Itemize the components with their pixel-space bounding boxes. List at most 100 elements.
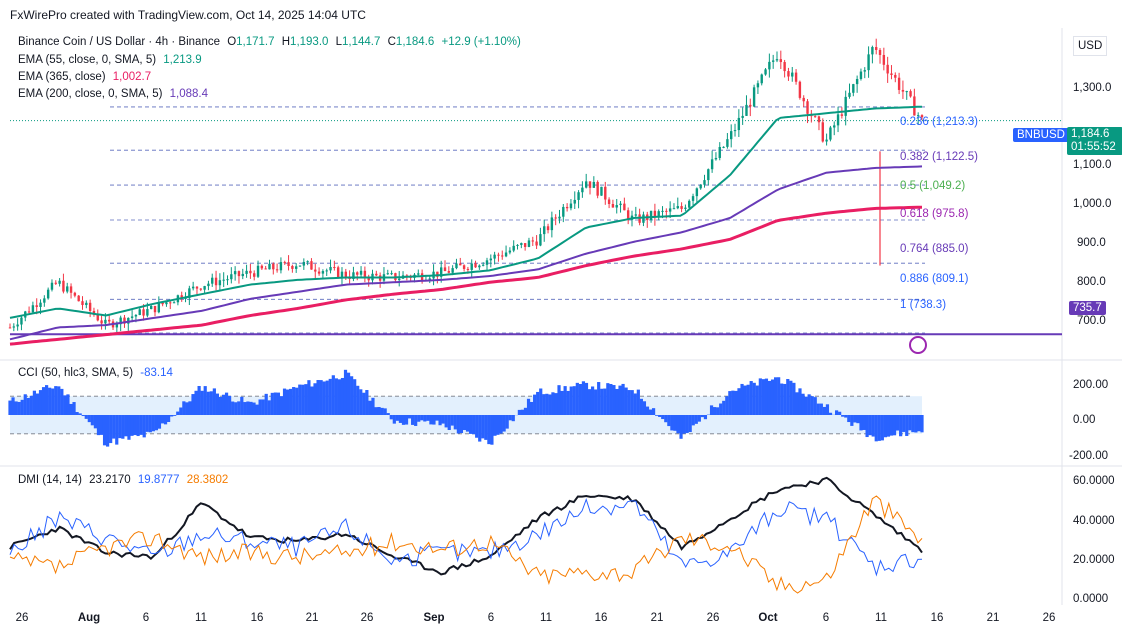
x-axis-label: 16 <box>250 612 264 624</box>
candle-body <box>684 207 687 209</box>
cci-bar <box>203 386 207 415</box>
candle-body <box>890 73 893 75</box>
cci-bar <box>261 399 265 415</box>
candle-body <box>771 60 775 62</box>
cci-bar <box>676 415 680 434</box>
cci-bar <box>142 415 146 438</box>
cci-bar <box>508 415 512 421</box>
fib-label: 0.5 (1,049.2) <box>900 180 966 192</box>
ema200-legend[interactable]: EMA (200, close, 0, SMA, 5) 1,088.4 <box>18 88 208 100</box>
candle-body <box>504 252 508 257</box>
cci-bar <box>45 385 49 415</box>
cci-bar <box>322 381 326 415</box>
candle-body <box>138 309 141 315</box>
last-price: 1,184.6 <box>1071 128 1110 140</box>
cci-bar <box>346 372 351 415</box>
cci-bar <box>618 385 622 415</box>
x-axis-label: 11 <box>875 612 887 624</box>
cci-bar <box>157 415 162 429</box>
adx-line <box>9 476 923 576</box>
ema55-legend[interactable]: EMA (55, close, 0, SMA, 5) 1,213.9 <box>18 54 202 66</box>
cci-bar <box>69 403 73 415</box>
currency-button[interactable]: USD <box>1073 36 1108 56</box>
cci-bar <box>682 415 686 434</box>
cci-bar <box>505 415 509 429</box>
cci-bar <box>32 390 37 415</box>
symbol-legend[interactable]: Binance Coin / US Dollar · 4h · Binance … <box>18 36 525 48</box>
cci-bar <box>121 415 125 439</box>
cci-bar <box>645 406 650 415</box>
cci-bar <box>789 380 793 415</box>
candle-body <box>325 270 328 272</box>
cci-bar <box>365 390 369 415</box>
candle-body <box>607 199 611 205</box>
ema365-legend[interactable]: EMA (365, close) 1,002.7 <box>18 71 151 83</box>
cci-bar <box>362 392 366 415</box>
cci-bar <box>87 415 91 423</box>
ema55-value: 1,213.9 <box>163 54 202 66</box>
cci-bar <box>560 390 564 415</box>
fib-label: 0.764 (885.0) <box>900 243 969 255</box>
candle-body <box>920 115 924 118</box>
candle-body <box>359 270 363 275</box>
cci-bar <box>173 415 177 416</box>
dmi-axis-label: 20.0000 <box>1073 554 1115 566</box>
candle-body <box>462 265 466 269</box>
countdown: 01:55:52 <box>1071 141 1116 153</box>
candle-body <box>233 271 237 275</box>
candle-body <box>195 286 199 289</box>
candle-body <box>539 234 542 246</box>
candle-body <box>27 311 31 313</box>
cci-bar <box>200 390 204 415</box>
candle-body <box>878 49 882 55</box>
cci-bar <box>11 397 15 415</box>
cci-bar <box>743 385 747 415</box>
cci-bar <box>902 415 906 432</box>
cci-bar <box>600 388 604 415</box>
cci-bar <box>648 409 653 415</box>
cci-bar <box>621 383 625 415</box>
cci-bar <box>417 415 421 422</box>
candle-body <box>62 280 65 292</box>
cci-bar <box>917 415 921 432</box>
cci-bar <box>90 415 94 426</box>
cci-bar <box>182 401 186 415</box>
candle-body <box>180 295 183 299</box>
candle-body <box>161 302 164 305</box>
cci-bar <box>8 400 12 415</box>
cci-bar <box>356 385 360 415</box>
candle-body <box>626 210 630 220</box>
candle-body <box>882 54 886 65</box>
candle-body <box>256 265 260 277</box>
candle-body <box>718 147 721 158</box>
cci-bar <box>258 399 262 415</box>
cci-bar <box>411 415 415 425</box>
candle-body <box>573 199 576 204</box>
cci-bar <box>81 415 85 417</box>
candle-body <box>260 265 264 269</box>
cci-bar <box>145 415 149 432</box>
candle-body <box>749 104 752 107</box>
cci-bar <box>380 407 384 415</box>
dmi-legend[interactable]: DMI (14, 14) 23.2170 19.8777 28.3802 <box>18 474 228 486</box>
close-label: C <box>387 36 396 48</box>
candle-body <box>108 319 111 322</box>
candle-body <box>16 324 19 327</box>
cci-bar <box>179 407 183 415</box>
cci-bar <box>444 415 448 428</box>
candle-body <box>707 169 710 181</box>
cci-bar <box>529 401 534 415</box>
candle-body <box>840 114 844 116</box>
candle-body <box>897 77 901 90</box>
ema365-line <box>9 205 923 346</box>
cci-bar <box>14 401 18 415</box>
cci-bar <box>206 391 210 415</box>
cci-legend[interactable]: CCI (50, hlc3, SMA, 5) -83.14 <box>18 367 173 379</box>
dmi-axis-label: 40.0000 <box>1073 515 1115 527</box>
cci-bar <box>124 415 128 437</box>
cci-bar <box>289 388 293 415</box>
candle-body <box>497 254 500 256</box>
cci-bar <box>795 392 799 415</box>
